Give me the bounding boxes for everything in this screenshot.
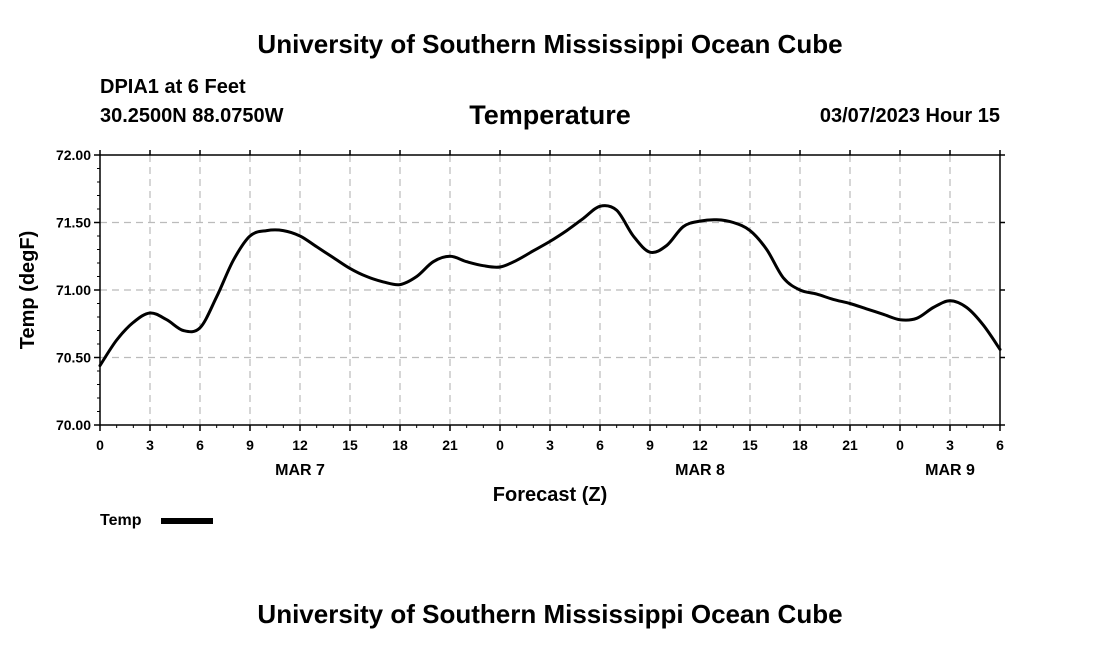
station-label: DPIA1 at 6 Feet	[100, 76, 246, 98]
y-axis-label: Temp (degF)	[17, 231, 39, 350]
x-tick-labels: 0 3 6 9 12 15 18 21 0 3 6 9 12 15 18 21 0 3 6	[96, 437, 1004, 453]
y-tick-labels: 70.00 70.50 71.00 71.50 72.00	[56, 147, 91, 433]
x-tick-label: 9	[246, 437, 254, 453]
page-title: University of Southern Mississippi Ocean…	[257, 29, 843, 59]
x-tick-label: 9	[646, 437, 654, 453]
tick-marks	[94, 150, 1005, 431]
date-label: MAR 7	[275, 462, 325, 479]
x-tick-label: 3	[146, 437, 154, 453]
x-tick-label: 18	[792, 437, 808, 453]
series-line-temp	[98, 204, 1002, 368]
y-tick-label: 70.50	[56, 350, 91, 366]
x-tick-label: 15	[742, 437, 758, 453]
x-tick-label: 0	[896, 437, 904, 453]
x-tick-label: 12	[292, 437, 308, 453]
station-coords: 30.2500N 88.0750W	[100, 105, 284, 127]
x-tick-label: 3	[546, 437, 554, 453]
forecast-timestamp: 03/07/2023 Hour 15	[819, 105, 1000, 127]
x-tick-label: 12	[692, 437, 708, 453]
x-tick-label: 6	[196, 437, 204, 453]
x-tick-label: 21	[442, 437, 458, 453]
date-label: MAR 8	[675, 462, 725, 479]
x-tick-label: 3	[946, 437, 954, 453]
footer-title: University of Southern Mississippi Ocean…	[257, 599, 843, 629]
x-tick-label: 6	[596, 437, 604, 453]
y-tick-label: 72.00	[56, 147, 91, 163]
y-tick-label: 70.00	[56, 417, 91, 433]
x-tick-label: 15	[342, 437, 358, 453]
y-tick-label: 71.50	[56, 215, 91, 231]
x-tick-label: 21	[842, 437, 858, 453]
grid	[100, 155, 1000, 425]
x-axis-label: Forecast (Z)	[493, 484, 607, 506]
x-tick-label: 0	[96, 437, 104, 453]
legend-label: Temp	[100, 512, 142, 529]
x-tick-label: 18	[392, 437, 408, 453]
x-tick-label: 0	[496, 437, 504, 453]
date-labels: MAR 7 MAR 8 MAR 9	[275, 462, 975, 479]
legend-swatch	[161, 518, 213, 524]
y-tick-label: 71.00	[56, 282, 91, 298]
x-tick-label: 6	[996, 437, 1004, 453]
chart-title: Temperature	[469, 100, 631, 130]
date-label: MAR 9	[925, 462, 975, 479]
